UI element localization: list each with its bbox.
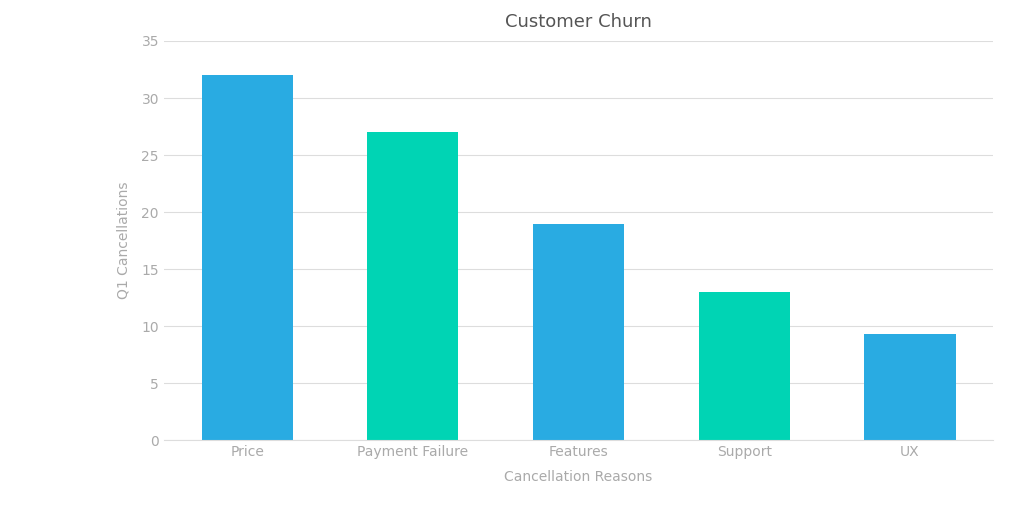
Bar: [532, 224, 625, 440]
Bar: [368, 132, 459, 440]
X-axis label: Cancellation Reasons: Cancellation Reasons: [505, 471, 652, 484]
Title: Customer Churn: Customer Churn: [505, 13, 652, 31]
Bar: [698, 292, 790, 440]
Y-axis label: Q1 Cancellations: Q1 Cancellations: [117, 182, 130, 300]
Bar: [202, 75, 293, 440]
Bar: [864, 334, 955, 440]
